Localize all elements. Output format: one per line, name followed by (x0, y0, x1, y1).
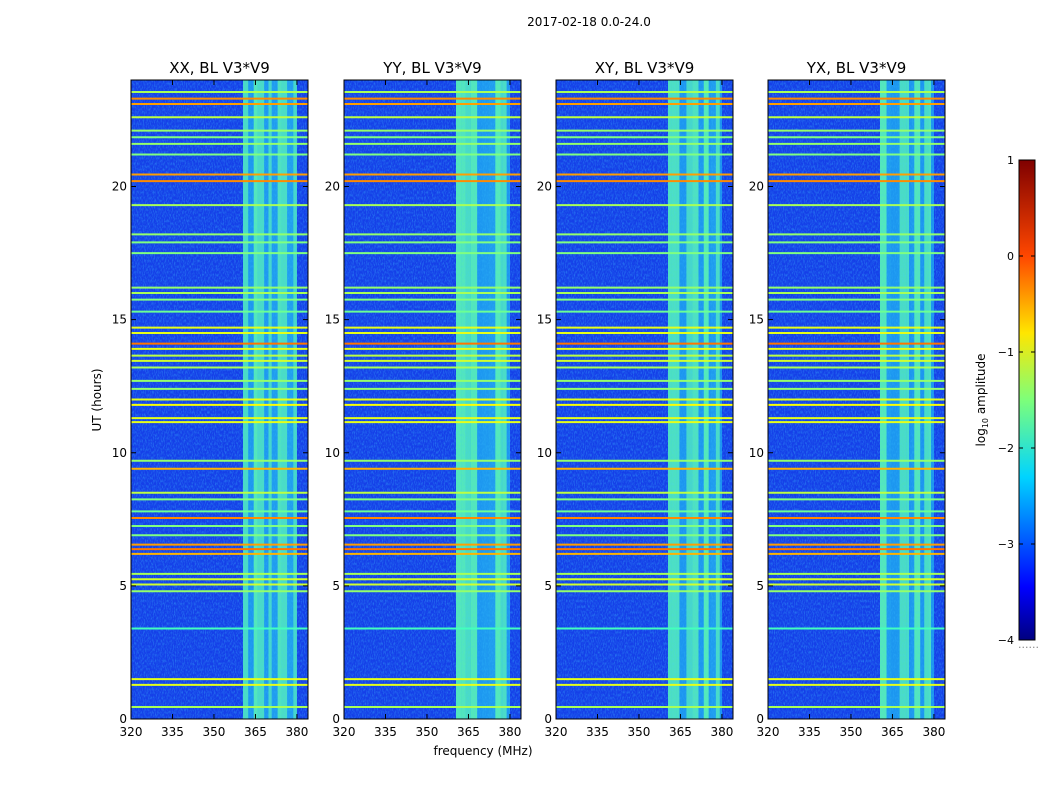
colorbar-tick-label: −4 (998, 634, 1014, 647)
x-tick-label: 320 (545, 725, 568, 739)
y-tick-label: 20 (325, 180, 340, 194)
y-tick-label: 10 (325, 446, 340, 460)
y-tick-label: 15 (325, 313, 340, 327)
figure-suptitle: 2017-02-18 0.0-24.0 (527, 15, 651, 29)
y-tick-label: 5 (332, 579, 340, 593)
x-axis-label: frequency (MHz) (433, 744, 532, 758)
colorbar-label: log10 amplitude (974, 354, 990, 447)
y-tick-label: 15 (749, 313, 764, 327)
y-tick-label: 10 (537, 446, 552, 460)
y-tick-label: 5 (119, 579, 127, 593)
y-tick-label: 0 (119, 712, 127, 726)
panel-title: XY, BL V3*V9 (595, 59, 695, 77)
x-tick-label: 320 (120, 725, 143, 739)
colorbar-label-subscript: 10 (981, 418, 990, 428)
colorbar-gradient (1018, 159, 1036, 641)
x-tick-label: 335 (374, 725, 397, 739)
panel-yx: YX, BL V3*V9 320 335 350 365 380 0 5 10 15 20 (749, 59, 946, 739)
y-tick-label: 5 (756, 579, 764, 593)
x-tick-label: 320 (333, 725, 356, 739)
y-tick-label: 20 (537, 180, 552, 194)
panel-title: XX, BL V3*V9 (169, 59, 270, 77)
y-tick-label: 0 (544, 712, 552, 726)
panel-xy: XY, BL V3*V9 320 335 350 365 380 0 5 10 15 20 (537, 59, 734, 739)
x-tick-label: 365 (244, 725, 267, 739)
x-tick-label: 350 (628, 725, 651, 739)
y-axis-label: UT (hours) (90, 368, 104, 431)
panel-frame (343, 79, 522, 720)
colorbar-tick-label: −2 (998, 442, 1014, 455)
colorbar-extra-dots: ...... (1018, 638, 1039, 651)
panel-frame (555, 79, 734, 720)
y-tick-label: 0 (332, 712, 340, 726)
panel-yy: YY, BL V3*V9 320 335 350 365 380 0 5 10 15 20 (325, 59, 522, 739)
panel-xx: XX, BL V3*V9 320 335 350 365 380 0 5 10 15 20 (112, 59, 309, 739)
x-tick-label: 380 (922, 725, 945, 739)
x-tick-label: 380 (498, 725, 521, 739)
y-tick-label: 10 (749, 446, 764, 460)
x-tick-label: 335 (798, 725, 821, 739)
x-tick-label: 380 (285, 725, 308, 739)
x-tick-label: 335 (586, 725, 609, 739)
panel-frame (130, 79, 309, 720)
y-tick-label: 10 (112, 446, 127, 460)
colorbar-label-log: log (974, 428, 988, 446)
x-tick-label: 335 (161, 725, 184, 739)
colorbar-tick-label: 1 (1007, 154, 1014, 167)
colorbar-tick-label: 0 (1007, 250, 1014, 263)
colorbar-label-suffix: amplitude (974, 354, 988, 418)
x-tick-label: 365 (881, 725, 904, 739)
colorbar-tick-label: −1 (998, 346, 1014, 359)
colorbar: log10 amplitude ...... 10−1−2−3−4 (974, 154, 1039, 651)
x-tick-label: 350 (840, 725, 863, 739)
x-tick-label: 365 (669, 725, 692, 739)
y-tick-label: 15 (537, 313, 552, 327)
x-tick-label: 350 (416, 725, 439, 739)
x-tick-label: 365 (457, 725, 480, 739)
panel-frame (767, 79, 946, 720)
y-tick-label: 20 (112, 180, 127, 194)
colorbar-tick-label: −3 (998, 538, 1014, 551)
y-tick-label: 0 (756, 712, 764, 726)
x-tick-label: 320 (757, 725, 780, 739)
x-tick-label: 350 (203, 725, 226, 739)
panel-title: YY, BL V3*V9 (382, 59, 481, 77)
y-tick-label: 5 (544, 579, 552, 593)
x-tick-label: 380 (710, 725, 733, 739)
y-tick-label: 20 (749, 180, 764, 194)
y-tick-label: 15 (112, 313, 127, 327)
panel-title: YX, BL V3*V9 (806, 59, 907, 77)
